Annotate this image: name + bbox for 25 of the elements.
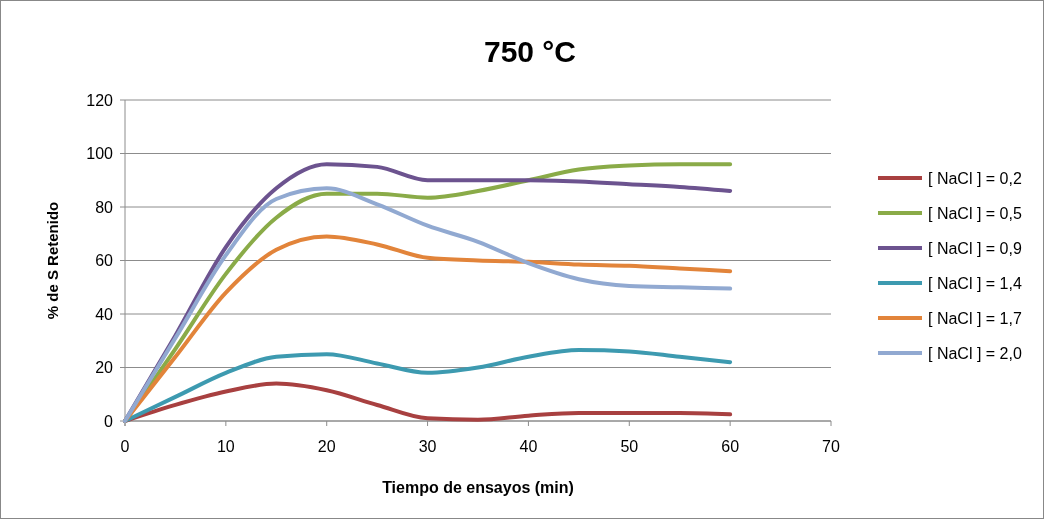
line-series xyxy=(123,381,733,423)
x-tick-label: 10 xyxy=(216,438,235,455)
legend-label: [ NaCl ] = 0,5 xyxy=(928,204,1022,222)
x-tick-label: 60 xyxy=(721,438,740,455)
y-tick-label: 60 xyxy=(95,252,114,270)
legend-label: [ NaCl ] = 2,0 xyxy=(928,344,1022,362)
chart-title: 750 °C xyxy=(483,35,577,68)
legend-label: [ NaCl ] = 1,4 xyxy=(928,274,1022,292)
y-tick-label: 120 xyxy=(86,91,114,109)
x-tick-label: 20 xyxy=(317,438,336,455)
legend-label: [ NaCl ] = 1,7 xyxy=(928,309,1022,327)
y-tick-label: 0 xyxy=(104,412,114,430)
y-axis-title: % de S Retenido xyxy=(44,201,61,320)
y-tick-label: 20 xyxy=(95,359,114,377)
x-axis-title: Tiempo de ensayos (min) xyxy=(382,479,574,496)
y-tick-label: 40 xyxy=(95,305,114,323)
x-tick-label: 50 xyxy=(620,438,639,455)
legend-label: [ NaCl ] = 0,9 xyxy=(928,239,1022,257)
legend-label: [ NaCl ] = 0,2 xyxy=(928,169,1022,187)
y-tick-label: 100 xyxy=(86,145,114,163)
x-tick-label: 30 xyxy=(418,438,437,455)
x-tick-label: 70 xyxy=(822,438,840,455)
y-tick-label: 80 xyxy=(95,198,114,216)
x-tick-label: 40 xyxy=(519,438,538,455)
x-tick-label: 0 xyxy=(120,438,130,455)
